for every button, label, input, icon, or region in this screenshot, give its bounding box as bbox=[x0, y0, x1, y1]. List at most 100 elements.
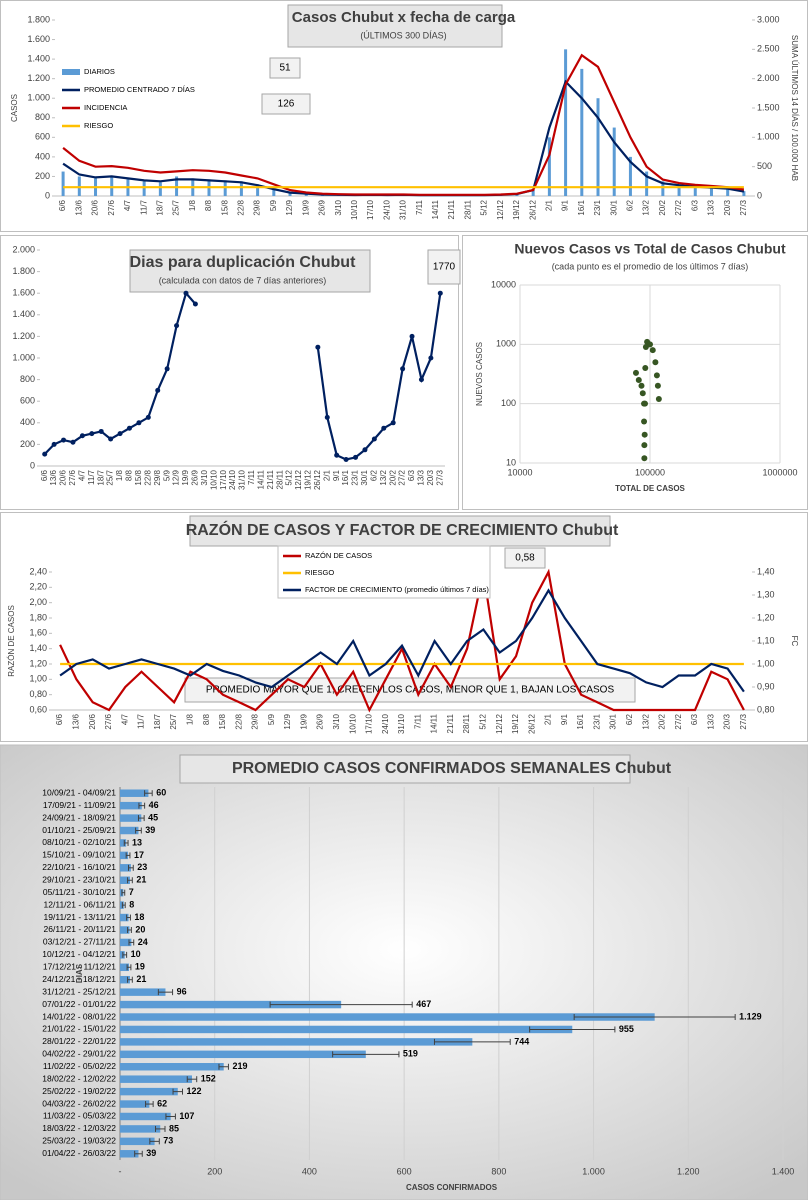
bar bbox=[120, 864, 131, 872]
x-tick-label: 6/2 bbox=[369, 469, 378, 481]
y2-tick-label: 500 bbox=[757, 161, 772, 171]
y2-tick-label: 1.000 bbox=[757, 132, 780, 142]
x-tick-label: 28/11 bbox=[462, 713, 471, 733]
x-tick-label: 13/3 bbox=[706, 713, 715, 729]
x-tick-label: 27/6 bbox=[104, 713, 113, 729]
x-tick-label: 22/8 bbox=[143, 469, 152, 485]
x-tick-label: 25/7 bbox=[169, 713, 178, 729]
x-tick-label: 27/3 bbox=[739, 199, 748, 215]
x-tick-label: 27/2 bbox=[674, 199, 683, 215]
y-tick-label: 0 bbox=[45, 190, 50, 200]
point bbox=[174, 323, 180, 329]
x-tick-label: 26/12 bbox=[528, 199, 537, 220]
x-tick-label: 27/6 bbox=[107, 199, 116, 215]
y2-tick-label: 1,20 bbox=[757, 612, 775, 622]
point bbox=[647, 341, 653, 348]
x-tick-label: 28/11 bbox=[463, 199, 472, 219]
bar bbox=[120, 1112, 171, 1121]
legend-label: DIARIOS bbox=[84, 67, 115, 76]
data-label: 7 bbox=[129, 887, 134, 897]
y2-tick-label: 0,90 bbox=[757, 681, 775, 691]
x-tick-label: 100000 bbox=[635, 467, 665, 477]
x-tick-label: 23/1 bbox=[592, 713, 601, 729]
y-tick-label: 1,80 bbox=[29, 612, 47, 622]
x-tick-label: 7/11 bbox=[413, 713, 422, 729]
x-tick-label: 1000000 bbox=[762, 467, 797, 477]
point bbox=[145, 414, 151, 420]
y-tick-label: 24/12/21 - 18/12/21 bbox=[42, 974, 116, 984]
y-tick-label: 04/02/22 - 29/01/22 bbox=[42, 1049, 116, 1059]
x-tick-label: 1.200 bbox=[677, 1166, 700, 1176]
y-tick-label: 2,00 bbox=[29, 597, 47, 607]
y2-tick-label: 2.500 bbox=[757, 44, 780, 54]
y-tick-label: 18/03/22 - 12/03/22 bbox=[42, 1123, 116, 1133]
bar bbox=[272, 188, 276, 196]
bar bbox=[120, 963, 129, 972]
x-tick-label: 4/7 bbox=[77, 469, 86, 481]
x-tick-label: 5/12 bbox=[285, 469, 294, 485]
data-label: 85 bbox=[169, 1123, 179, 1133]
bar bbox=[120, 826, 139, 835]
x-tick-label: 14/11 bbox=[256, 469, 265, 489]
x-tick-label: 26/9 bbox=[318, 199, 327, 215]
y-tick-label: 0 bbox=[30, 460, 35, 470]
x-tick-label: 7/11 bbox=[247, 469, 256, 485]
x-tick-label: 12/9 bbox=[285, 199, 294, 215]
x-tick-label: 2/1 bbox=[544, 199, 553, 211]
bar bbox=[120, 1025, 573, 1034]
x-tick-label: 21/11 bbox=[447, 199, 456, 219]
x-tick-label: 30/1 bbox=[360, 469, 369, 485]
y-tick-label: 1000 bbox=[496, 339, 516, 349]
data-label: 1.129 bbox=[739, 1011, 762, 1021]
x-tick-label: 13/6 bbox=[49, 469, 58, 485]
annotation: PROMEDIO MAYOR QUE 1, CRECEN LOS CASOS, … bbox=[206, 685, 615, 696]
y-tick-label: 100 bbox=[501, 398, 516, 408]
x-tick-label: 20/6 bbox=[88, 713, 97, 729]
y-tick-label: 12/11/21 - 06/11/21 bbox=[44, 899, 117, 909]
x-tick-label: 20/2 bbox=[388, 469, 397, 485]
point bbox=[641, 400, 648, 407]
x-tick-label: 8/8 bbox=[125, 469, 134, 481]
y-tick-label: 400 bbox=[20, 417, 35, 427]
data-label: 21 bbox=[136, 875, 146, 885]
bar bbox=[612, 127, 616, 196]
bar bbox=[120, 1075, 192, 1083]
x-tick-label: 17/10 bbox=[366, 199, 375, 220]
chart-title: RAZÓN DE CASOS Y FACTOR DE CRECIMIENTO C… bbox=[186, 520, 619, 539]
data-label: 122 bbox=[187, 1086, 202, 1096]
y-tick-label: 11/03/22 - 05/03/22 bbox=[43, 1111, 116, 1121]
x-tick-label: 26/12 bbox=[527, 713, 536, 734]
y-tick-label: 25/02/22 - 19/02/22 bbox=[42, 1086, 116, 1096]
point bbox=[324, 414, 330, 420]
point bbox=[362, 447, 368, 453]
data-label: 45 bbox=[148, 812, 158, 822]
chart-title: PROMEDIO CASOS CONFIRMADOS SEMANALES Chu… bbox=[232, 760, 672, 777]
y-tick-label: 1.800 bbox=[27, 14, 50, 24]
bar bbox=[120, 988, 166, 996]
annotation: 1770 bbox=[433, 262, 456, 273]
y-tick-label: 26/11/21 - 20/11/21 bbox=[44, 924, 117, 934]
y-tick-label: 22/10/21 - 16/10/21 bbox=[42, 862, 116, 872]
x-tick-label: 3/10 bbox=[332, 713, 341, 729]
x-tick-label: 24/10 bbox=[228, 469, 237, 490]
x-tick-label: - bbox=[119, 1166, 122, 1176]
x-tick-label: 27/2 bbox=[674, 713, 683, 729]
x-tick-label: 7/11 bbox=[415, 199, 424, 215]
point bbox=[437, 290, 443, 296]
x-tick-label: 6/6 bbox=[40, 469, 49, 481]
x-tick-label: 26/9 bbox=[191, 469, 200, 485]
data-label: 23 bbox=[137, 862, 147, 872]
y-tick-label: 1.000 bbox=[27, 93, 50, 103]
data-label: 62 bbox=[157, 1098, 167, 1108]
bar bbox=[677, 184, 681, 196]
bar bbox=[120, 1125, 161, 1133]
y2-tick-label: 0 bbox=[757, 190, 762, 200]
bar bbox=[645, 171, 649, 196]
legend-label: PROMEDIO CENTRADO 7 DÍAS bbox=[84, 85, 195, 94]
point bbox=[641, 418, 648, 425]
x-tick-label: 24/10 bbox=[382, 199, 391, 220]
point bbox=[353, 454, 359, 460]
x-tick-label: 30/1 bbox=[609, 713, 618, 729]
bar bbox=[120, 876, 130, 884]
